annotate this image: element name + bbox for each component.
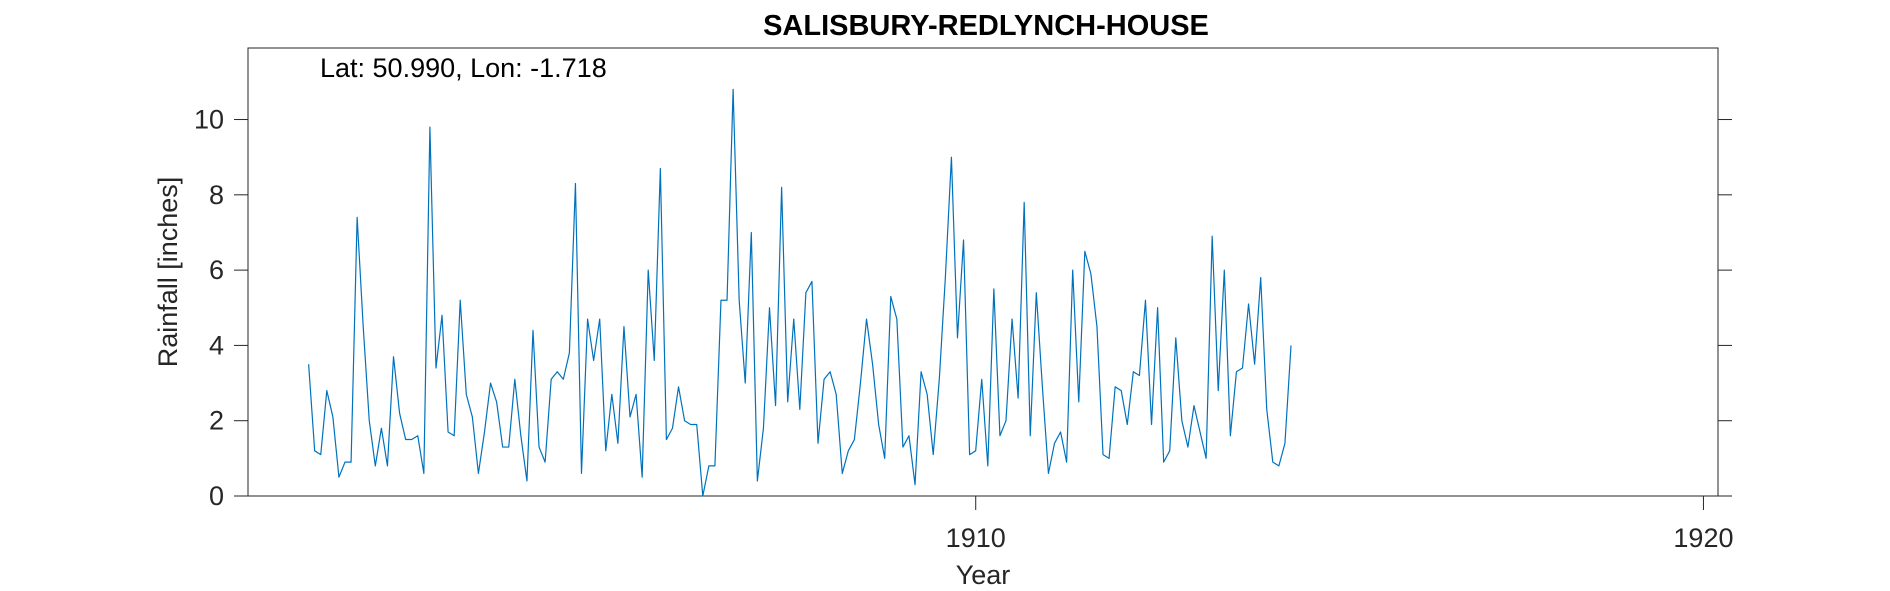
x-tick-label: 1920 — [1673, 523, 1733, 553]
x-tick-label: 1910 — [946, 523, 1006, 553]
y-axis: 0 2 4 6 8 10 — [194, 105, 1732, 511]
location-annotation: Lat: 50.990, Lon: -1.718 — [320, 53, 607, 83]
y-tick-label: 2 — [209, 406, 224, 436]
y-tick-label: 0 — [209, 481, 224, 511]
y-tick-label: 8 — [209, 180, 224, 210]
rainfall-series-line — [308, 88, 1292, 497]
y-tick-label: 4 — [209, 330, 224, 360]
y-axis-label: Rainfall [inches] — [153, 177, 183, 368]
x-axis-label: Year — [956, 560, 1011, 590]
y-tick-label: 6 — [209, 255, 224, 285]
x-axis: 1910 1920 — [946, 495, 1733, 553]
chart-title: SALISBURY-REDLYNCH-HOUSE — [763, 10, 1209, 42]
y-tick-label: 10 — [194, 105, 224, 135]
plot-area-frame — [247, 47, 1719, 497]
